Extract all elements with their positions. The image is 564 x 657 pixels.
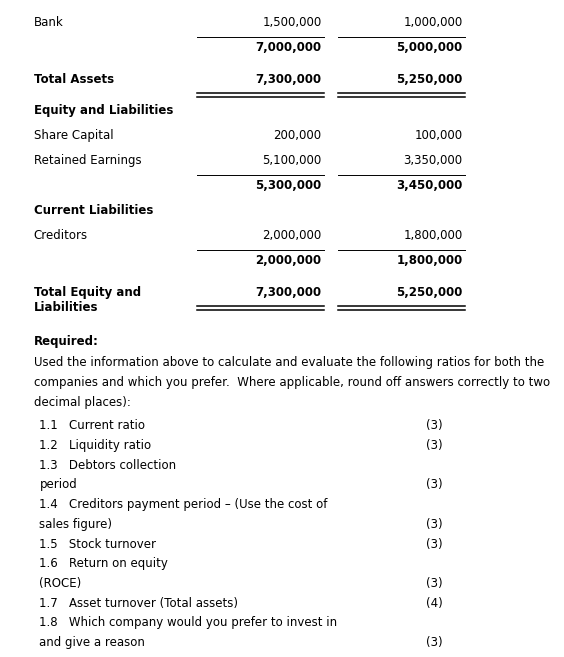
Text: (3): (3) — [426, 439, 442, 452]
Text: 7,000,000: 7,000,000 — [255, 41, 321, 55]
Text: decimal places):: decimal places): — [34, 396, 131, 409]
Text: Total Equity and: Total Equity and — [34, 286, 141, 299]
Text: 200,000: 200,000 — [274, 129, 321, 143]
Text: 1.3   Debtors collection: 1.3 Debtors collection — [39, 459, 177, 472]
Text: 5,250,000: 5,250,000 — [396, 286, 462, 299]
Text: (3): (3) — [426, 537, 442, 551]
Text: 1.7   Asset turnover (Total assets): 1.7 Asset turnover (Total assets) — [39, 597, 239, 610]
Text: (3): (3) — [426, 636, 442, 649]
Text: Current Liabilities: Current Liabilities — [34, 204, 153, 217]
Text: 3,350,000: 3,350,000 — [403, 154, 462, 168]
Text: companies and which you prefer.  Where applicable, round off answers correctly t: companies and which you prefer. Where ap… — [34, 376, 550, 389]
Text: (3): (3) — [426, 577, 442, 590]
Text: Share Capital: Share Capital — [34, 129, 113, 143]
Text: (3): (3) — [426, 419, 442, 432]
Text: sales figure): sales figure) — [39, 518, 112, 531]
Text: (4): (4) — [426, 597, 443, 610]
Text: 2,000,000: 2,000,000 — [262, 229, 321, 242]
Text: Required:: Required: — [34, 335, 99, 348]
Text: period: period — [39, 478, 77, 491]
Text: 7,300,000: 7,300,000 — [255, 73, 321, 86]
Text: 1.4   Creditors payment period – (Use the cost of: 1.4 Creditors payment period – (Use the … — [39, 498, 328, 511]
Text: (3): (3) — [426, 518, 442, 531]
Text: Total Assets: Total Assets — [34, 73, 114, 86]
Text: 1.6   Return on equity: 1.6 Return on equity — [39, 557, 169, 570]
Text: 1.8   Which company would you prefer to invest in: 1.8 Which company would you prefer to in… — [39, 616, 338, 629]
Text: 3,450,000: 3,450,000 — [396, 179, 462, 193]
Text: 1,000,000: 1,000,000 — [403, 16, 462, 30]
Text: 1.2   Liquidity ratio: 1.2 Liquidity ratio — [39, 439, 152, 452]
Text: 5,000,000: 5,000,000 — [396, 41, 462, 55]
Text: Retained Earnings: Retained Earnings — [34, 154, 142, 168]
Text: Used the information above to calculate and evaluate the following ratios for bo: Used the information above to calculate … — [34, 356, 544, 369]
Text: (3): (3) — [426, 478, 442, 491]
Text: 1,800,000: 1,800,000 — [403, 229, 462, 242]
Text: Liabilities: Liabilities — [34, 301, 98, 314]
Text: Bank: Bank — [34, 16, 64, 30]
Text: 1,800,000: 1,800,000 — [396, 254, 462, 267]
Text: 5,300,000: 5,300,000 — [255, 179, 321, 193]
Text: 1,500,000: 1,500,000 — [262, 16, 321, 30]
Text: 1.5   Stock turnover: 1.5 Stock turnover — [39, 537, 156, 551]
Text: 100,000: 100,000 — [415, 129, 462, 143]
Text: 5,100,000: 5,100,000 — [262, 154, 321, 168]
Text: 1.1   Current ratio: 1.1 Current ratio — [39, 419, 146, 432]
Text: Equity and Liabilities: Equity and Liabilities — [34, 104, 173, 118]
Text: (ROCE): (ROCE) — [39, 577, 82, 590]
Text: Creditors: Creditors — [34, 229, 88, 242]
Text: 7,300,000: 7,300,000 — [255, 286, 321, 299]
Text: 2,000,000: 2,000,000 — [255, 254, 321, 267]
Text: 5,250,000: 5,250,000 — [396, 73, 462, 86]
Text: and give a reason: and give a reason — [39, 636, 146, 649]
